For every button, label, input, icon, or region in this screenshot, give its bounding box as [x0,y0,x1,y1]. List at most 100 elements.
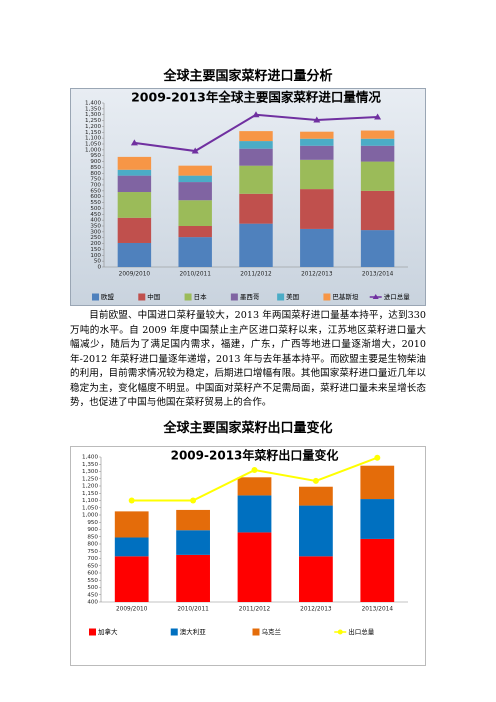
line-marker [374,113,382,120]
y-tick-label: 1,200 [85,124,101,130]
bar-segment [176,530,210,555]
bar-segment [178,237,212,267]
legend-label: 美国 [286,292,299,301]
legend-swatch [92,293,99,301]
y-tick-label: 800 [90,171,101,177]
y-tick-label: 1,250 [82,476,98,482]
legend-swatch [337,629,343,635]
bar-segment [239,193,273,224]
bar-segment [239,223,273,267]
y-tick-label: 1,250 [85,118,101,124]
bar-segment [117,242,152,267]
bar-segment [178,175,212,183]
bar-segment [360,138,395,146]
legend-swatch [89,628,96,636]
bar-segment [237,495,272,533]
y-tick-label: 300 [90,229,101,235]
heading: 全球主要国家菜籽出口量变化 [163,421,333,436]
bar-segment [176,554,210,602]
x-tick-label: 2009/2010 [116,607,148,613]
bar-segment [176,509,210,531]
x-tick-label: 2013/2014 [362,607,394,613]
y-tick-label: 500 [90,206,101,212]
bar-segment [178,226,212,238]
bar-segment [300,228,334,267]
bar-segment [239,131,273,142]
line-marker [130,139,138,146]
y-tick-label: 1,100 [82,498,98,504]
y-tick-label: 150 [90,247,101,253]
y-tick-label: 550 [87,578,98,584]
line-marker [128,497,135,504]
y-tick-label: 1,000 [82,513,98,519]
bar-segment [360,130,395,139]
bar-segment [114,556,149,602]
y-tick-label: 400 [87,600,98,606]
legend-label: 出口总量 [348,627,375,636]
legend-label: 巴基斯坦 [332,292,359,301]
y-tick-label: 650 [90,188,101,194]
y-tick-label: 1,050 [82,505,98,511]
legend-swatch [252,628,260,636]
line-marker [252,111,260,118]
line-marker [313,116,321,123]
y-tick-label: 900 [87,527,98,533]
y-tick-label: 0 [97,265,101,271]
y-tick-label: 450 [87,592,98,598]
y-tick-label: 1,300 [82,469,98,475]
bar-segment [239,165,273,194]
heading: 全球主要国家菜籽进口量分析 [163,69,333,84]
y-tick-label: 100 [90,253,101,259]
legend-label: 澳大利亚 [180,627,207,636]
y-tick-label: 650 [87,563,98,569]
bar-segment [237,532,272,602]
y-tick-label: 200 [90,241,101,247]
legend-label: 墨西哥 [240,293,260,301]
x-tick-label: 2013/2014 [362,272,394,278]
legend-label: 中国 [147,292,160,301]
legend-swatch [277,293,285,301]
bar-segment [178,182,212,201]
chart-title: 2009-2013年全球主要国家菜籽进口量情况 [131,90,381,105]
x-tick-label: 2010/2011 [177,607,209,613]
y-tick-label: 350 [90,224,101,230]
bar-segment [360,145,395,162]
legend-swatch [138,293,146,301]
y-tick-label: 50 [94,259,102,265]
bar-segment [299,556,333,602]
bar-segment [178,200,212,226]
x-tick-label: 2011/2012 [239,607,271,613]
line-marker [374,454,381,461]
y-tick-label: 1,350 [82,462,98,468]
y-tick-label: 900 [90,159,101,165]
y-tick-label: 1,150 [85,130,101,136]
bar-segment [178,165,212,176]
bar-segment [239,141,273,149]
bar-segment [117,175,152,193]
chart-title: 2009-2013年菜籽出口量变化 [171,448,339,463]
legend-swatch [323,293,331,301]
bar-segment [300,131,334,139]
line-marker [251,467,258,474]
y-tick-label: 600 [87,571,98,577]
bar-segment [117,156,152,170]
bar-segment [114,511,149,538]
bar-segment [114,537,149,557]
y-tick-label: 1,150 [82,491,98,497]
x-tick-label: 2012/2013 [300,607,332,613]
line-marker [312,477,319,484]
bar-segment [360,230,395,267]
y-tick-label: 750 [90,177,101,183]
bar-segment [300,145,334,160]
bar-segment [300,159,334,190]
y-tick-label: 950 [87,520,98,526]
paragraph: 目前欧盟、中国进口菜籽量较大，2013 年两国菜籽进口量基本持平，达到330 万… [70,310,426,408]
legend-swatch [184,293,192,301]
y-tick-label: 1,400 [85,101,101,107]
bar-segment [117,169,152,176]
y-tick-label: 850 [90,165,101,171]
bar-segment [299,505,333,557]
y-tick-label: 1,200 [82,484,98,490]
legend-swatch [170,628,178,636]
